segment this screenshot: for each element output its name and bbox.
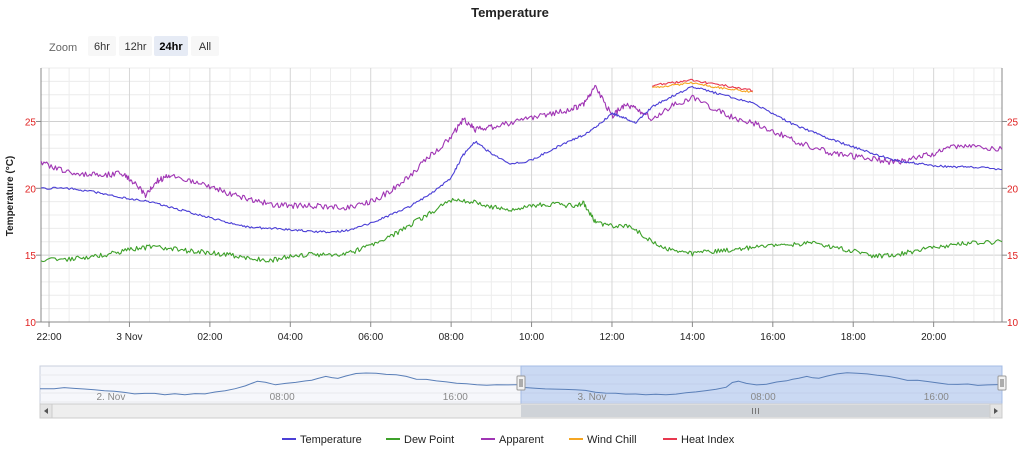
zoom-button-label: All — [199, 41, 211, 53]
x-tick-label: 08:00 — [439, 332, 464, 343]
series-line-apparent — [40, 84, 1003, 211]
y-axis-title: Temperature (°C) — [5, 156, 16, 237]
legend-item-temperature[interactable]: Temperature — [282, 434, 362, 446]
x-tick-label: 14:00 — [680, 332, 705, 343]
navigator-label: 3. Nov — [577, 392, 606, 403]
x-tick-label: 06:00 — [358, 332, 383, 343]
zoom-button-bg — [88, 36, 116, 56]
navigator-handle-left[interactable] — [516, 375, 526, 391]
x-tick-label: 10:00 — [519, 332, 544, 343]
navigator-label: 16:00 — [924, 392, 949, 403]
chevron-left-icon — [44, 408, 48, 414]
series-line-wind-chill — [652, 81, 754, 93]
navigator-label: 16:00 — [443, 392, 468, 403]
navigator-handle-right[interactable] — [997, 375, 1007, 391]
navigator[interactable]: 2. Nov 08:00 16:00 3. Nov 08:00 16:00 — [39, 365, 1007, 419]
legend-label: Dew Point — [404, 434, 454, 446]
legend-label: Heat Index — [681, 434, 735, 446]
chevron-right-icon — [994, 408, 998, 414]
navigator-handle-box — [516, 375, 526, 391]
chart-title: Temperature — [471, 5, 549, 20]
y-tick-label-right: 15 — [1007, 251, 1019, 262]
zoom-button-All[interactable]: All — [191, 36, 219, 56]
x-tick-label: 20:00 — [921, 332, 946, 343]
zoom-button-24hr[interactable]: 24hr — [154, 36, 188, 56]
legend-item-dew-point[interactable]: Dew Point — [386, 434, 454, 446]
y-tick-label-left: 10 — [25, 318, 37, 329]
zoom-button-label: 12hr — [124, 41, 146, 53]
navigator-handle-box — [997, 375, 1007, 391]
legend-label: Wind Chill — [587, 434, 637, 446]
legend-item-wind-chill[interactable]: Wind Chill — [569, 434, 637, 446]
zoom-button-bg — [191, 36, 219, 56]
y-tick-label-right: 25 — [1007, 117, 1019, 128]
zoom-button-bg — [119, 36, 152, 56]
x-tick-label: 3 Nov — [116, 332, 142, 343]
plot-area — [41, 68, 1002, 322]
x-tick-label: 04:00 — [278, 332, 303, 343]
y-tick-label-left: 15 — [25, 251, 37, 262]
x-tick-label: 18:00 — [841, 332, 866, 343]
zoom-button-label: 6hr — [94, 41, 110, 53]
legend-item-apparent[interactable]: Apparent — [481, 434, 544, 446]
legend-item-heat-index[interactable]: Heat Index — [663, 434, 735, 446]
y-tick-label-right: 10 — [1007, 318, 1019, 329]
series-line-dew-point — [40, 197, 1003, 263]
y-tick-label-right: 20 — [1007, 184, 1019, 195]
zoom-button-12hr[interactable]: 12hr — [119, 36, 152, 56]
x-tick-label: 02:00 — [197, 332, 222, 343]
zoom-label: Zoom — [49, 42, 77, 54]
zoom-button-label: 24hr — [159, 41, 183, 53]
scroll-left-button[interactable] — [39, 403, 53, 419]
y-tick-label-left: 25 — [25, 117, 37, 128]
legend-label: Apparent — [499, 434, 544, 446]
zoom-button-bg — [154, 36, 188, 56]
x-tick-label: 12:00 — [599, 332, 624, 343]
zoom-controls: Zoom 6hr 12hr 24hr All — [49, 36, 219, 56]
series-line-heat-index — [652, 78, 753, 92]
navigator-label: 08:00 — [751, 392, 776, 403]
y-tick-label-left: 20 — [25, 184, 37, 195]
series-line-temperature — [40, 85, 1003, 234]
x-tick-label: 22:00 — [37, 332, 62, 343]
legend-label: Temperature — [300, 434, 362, 446]
scroll-right-button[interactable] — [989, 403, 1003, 419]
legend: Temperature Dew Point Apparent Wind Chill He… — [282, 434, 735, 446]
navigator-label: 2. Nov — [96, 392, 125, 403]
zoom-button-6hr[interactable]: 6hr — [88, 36, 116, 56]
x-tick-label: 16:00 — [760, 332, 785, 343]
navigator-scrollbar[interactable] — [39, 403, 1003, 419]
navigator-label: 08:00 — [270, 392, 295, 403]
